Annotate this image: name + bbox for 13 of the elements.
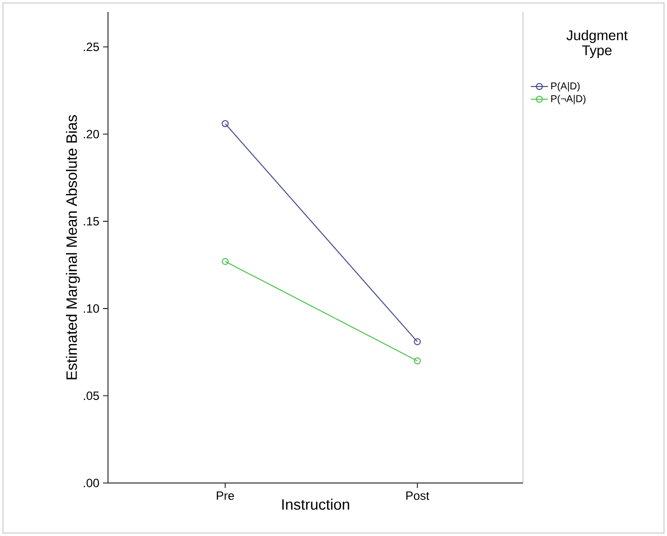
- y-tick-label: .10: [84, 304, 100, 313]
- legend-label: P(¬A|D): [551, 94, 586, 104]
- y-tick-label: .25: [84, 42, 99, 52]
- y-axis-title: Estimated Marginal Mean Absolute Bias: [66, 115, 80, 380]
- legend-label: P(A|D): [551, 82, 580, 92]
- y-tick-label: .00: [84, 478, 100, 488]
- legend-title: Judgment Type: [566, 30, 628, 58]
- x-axis-title: Instruction: [282, 498, 350, 510]
- y-tick-label: .20: [84, 130, 100, 138]
- x-tick-label: Pre: [216, 492, 234, 500]
- y-tick-label: .15: [84, 217, 99, 226]
- x-tick-label: Post: [406, 492, 430, 500]
- y-tick-label: .05: [84, 392, 99, 400]
